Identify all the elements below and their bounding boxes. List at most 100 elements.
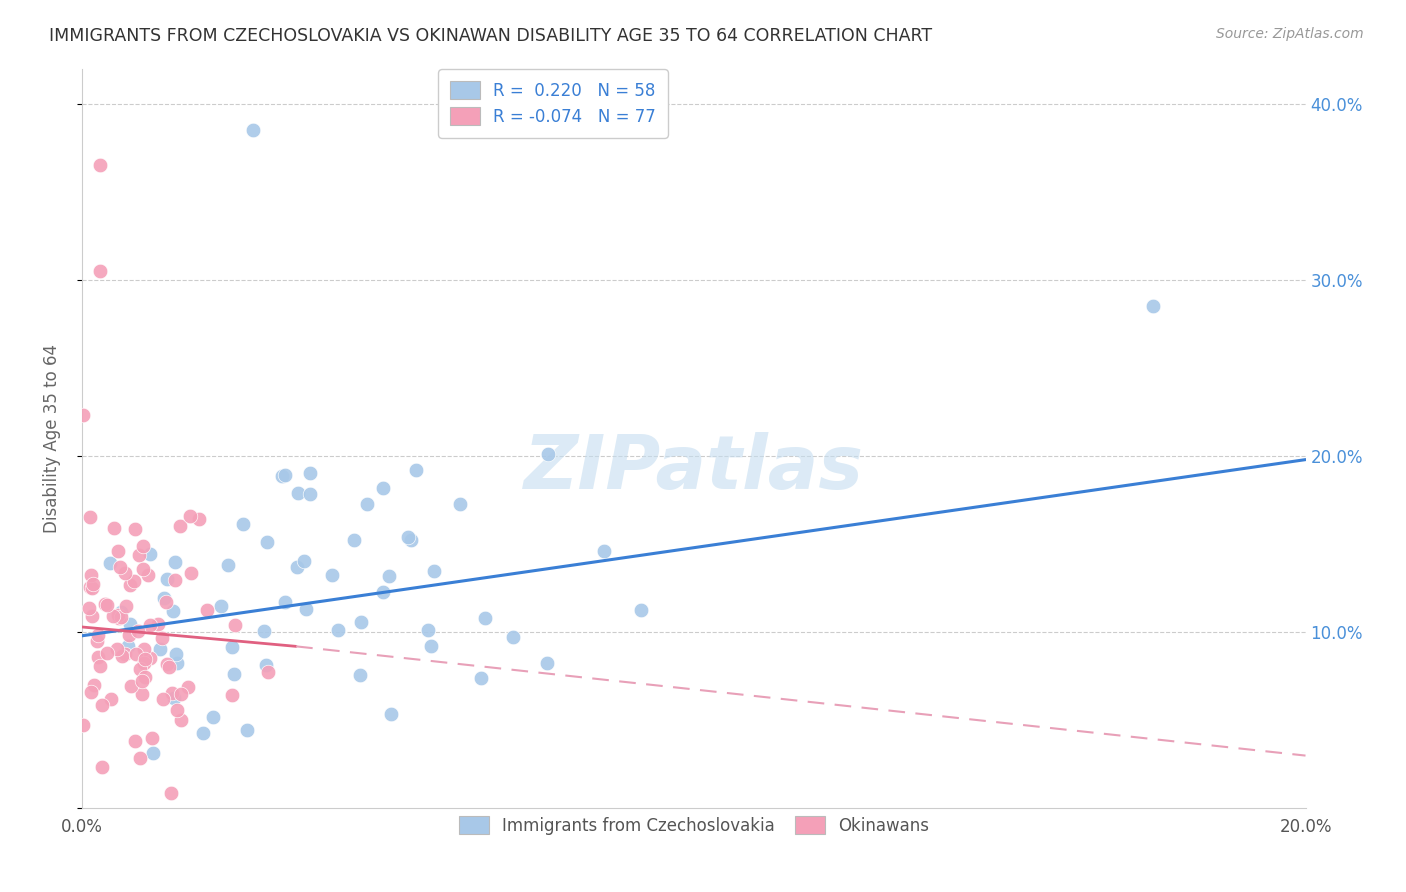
Point [537,447,560,461]
Y-axis label: Disability Age 35 to 64: Disability Age 35 to 64 [44,344,60,533]
Point [221,640,243,654]
Point [449,497,471,511]
Point [72,408,94,422]
Point [128,548,150,562]
Point [86,649,108,664]
Point [139,547,162,561]
Point [90,760,112,774]
Point [378,568,401,582]
Point [139,651,162,665]
Point [1142,299,1164,313]
Point [343,533,366,547]
Point [221,688,243,702]
Point [100,692,122,706]
Point [124,734,146,748]
Point [179,508,201,523]
Point [270,469,292,483]
Point [152,691,174,706]
Point [254,657,277,672]
Point [155,657,177,672]
Point [166,656,188,670]
Point [149,641,172,656]
Point [146,616,169,631]
Point [157,660,180,674]
Point [169,519,191,533]
Point [108,611,131,625]
Point [165,647,187,661]
Point [103,521,125,535]
Point [153,591,176,606]
Point [101,608,124,623]
Point [139,618,162,632]
Point [294,602,316,616]
Point [125,647,148,661]
Point [380,706,402,721]
Point [371,481,394,495]
Point [89,264,111,278]
Point [217,558,239,573]
Point [105,642,128,657]
Point [141,731,163,746]
Point [253,624,276,638]
Point [120,679,142,693]
Point [326,623,349,637]
Point [96,646,118,660]
Point [396,530,419,544]
Point [163,691,186,706]
Point [419,639,441,653]
Point [94,597,117,611]
Legend: Immigrants from Czechoslovakia, Okinawans: Immigrants from Czechoslovakia, Okinawan… [449,805,939,845]
Point [165,556,187,570]
Point [118,628,141,642]
Text: IMMIGRANTS FROM CZECHOSLOVAKIA VS OKINAWAN DISABILITY AGE 35 TO 64 CORRELATION C: IMMIGRANTS FROM CZECHOSLOVAKIA VS OKINAW… [49,27,932,45]
Point [132,562,155,576]
Point [136,568,159,582]
Point [131,687,153,701]
Point [79,510,101,524]
Point [349,668,371,682]
Text: Source: ZipAtlas.com: Source: ZipAtlas.com [1216,27,1364,41]
Point [274,467,297,482]
Point [418,623,440,637]
Point [399,533,422,548]
Point [86,634,108,648]
Point [180,566,202,581]
Point [142,746,165,760]
Point [256,535,278,549]
Point [79,580,101,594]
Point [118,577,141,591]
Point [177,680,200,694]
Point [111,649,134,664]
Point [117,639,139,653]
Point [502,630,524,644]
Point [150,631,173,645]
Point [80,581,103,595]
Point [114,647,136,661]
Point [87,628,110,642]
Point [274,595,297,609]
Point [134,670,156,684]
Point [287,486,309,500]
Point [155,595,177,609]
Point [222,667,245,681]
Point [292,554,315,568]
Point [124,522,146,536]
Point [156,572,179,586]
Point [242,123,264,137]
Point [470,671,492,685]
Point [77,600,100,615]
Point [132,642,155,657]
Point [162,604,184,618]
Point [110,610,132,624]
Point [536,656,558,670]
Point [195,602,218,616]
Point [110,560,132,574]
Point [257,665,280,679]
Point [134,656,156,670]
Point [127,624,149,639]
Point [371,585,394,599]
Point [96,598,118,612]
Point [122,574,145,588]
Point [285,560,308,574]
Point [191,726,214,740]
